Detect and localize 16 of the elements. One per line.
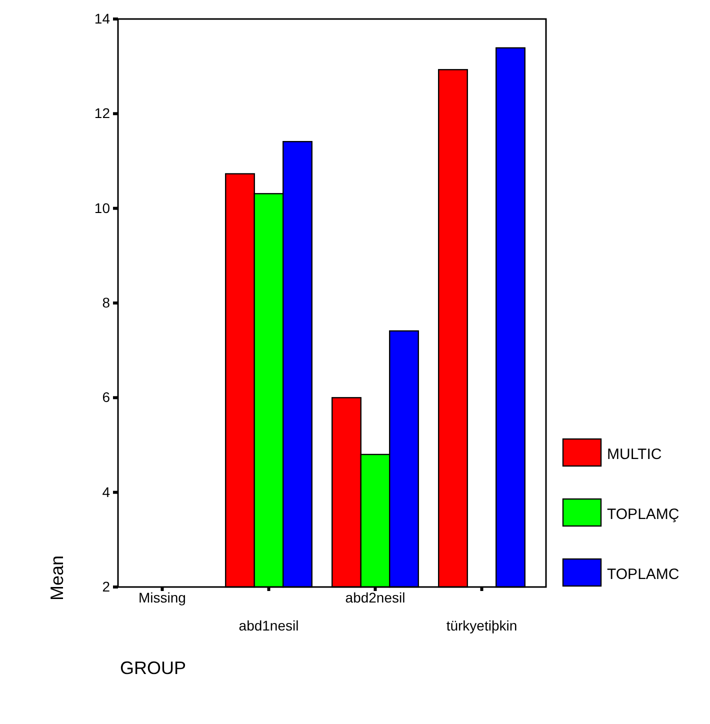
legend-label: TOPLAMC bbox=[607, 566, 680, 583]
x-tick-label: Missing bbox=[138, 589, 186, 606]
y-tick-label: 14 bbox=[94, 10, 110, 26]
x-axis-title: GROUP bbox=[120, 658, 186, 678]
y-tick-label: 12 bbox=[94, 105, 110, 122]
y-tick-label: 6 bbox=[102, 389, 110, 406]
x-tick-label: türkyetiþkin bbox=[446, 617, 518, 634]
y-tick-label: 10 bbox=[94, 200, 110, 216]
x-tick-label: abd2nesil bbox=[345, 589, 406, 606]
x-tick-label: abd1nesil bbox=[238, 617, 299, 634]
y-axis-title: Mean bbox=[47, 555, 67, 601]
y-tick-label: 8 bbox=[102, 294, 110, 310]
legend-label: MULTIC bbox=[607, 446, 662, 463]
y-tick-label: 4 bbox=[102, 484, 110, 500]
y-tick-label: 2 bbox=[102, 578, 110, 594]
legend-label: TOPLAMÇ bbox=[607, 506, 680, 523]
